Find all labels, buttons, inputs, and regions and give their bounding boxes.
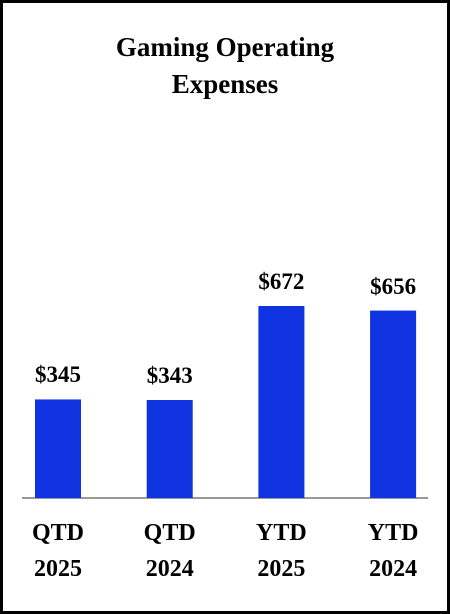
chart-title: Gaming Operating Expenses <box>115 32 335 99</box>
bar <box>35 399 81 498</box>
x-tick-label: QTD 2024 <box>143 520 196 582</box>
value-label: $343 <box>146 363 193 388</box>
value-label: $656 <box>370 273 417 299</box>
plot-area <box>22 306 428 499</box>
bar <box>370 310 417 498</box>
x-tick-label: YTD 2025 <box>256 520 307 582</box>
x-tick-label: QTD 2025 <box>31 520 84 582</box>
bar <box>146 400 193 498</box>
x-tick-label: YTD 2024 <box>367 520 419 582</box>
value-label: $672 <box>258 269 305 294</box>
bar <box>258 306 305 498</box>
value-label: $345 <box>35 362 81 388</box>
